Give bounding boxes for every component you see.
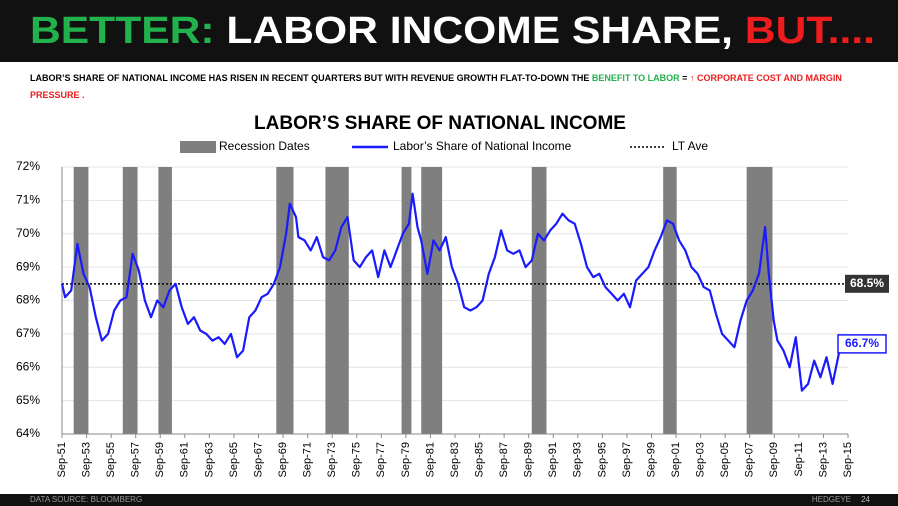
x-tick-label: Sep-85 xyxy=(473,442,485,477)
x-tick-label: Sep-77 xyxy=(375,442,387,477)
x-tick-label: Sep-57 xyxy=(130,442,142,477)
recession-band xyxy=(746,167,773,434)
x-tick-label: Sep-91 xyxy=(547,442,559,477)
x-tick-label: Sep-63 xyxy=(203,442,215,477)
x-tick-label: Sep-69 xyxy=(277,442,289,477)
x-tick-label: Sep-09 xyxy=(768,442,780,477)
x-tick-label: Sep-01 xyxy=(670,442,682,477)
y-tick-label: 67% xyxy=(16,326,40,340)
x-tick-label: Sep-67 xyxy=(252,442,264,477)
end-label-box xyxy=(837,334,887,354)
recession-band xyxy=(325,167,349,434)
x-tick-label: Sep-53 xyxy=(80,442,92,477)
title-part: BETTER: xyxy=(30,10,215,52)
footer-source: DATA SOURCE: BLOOMBERG xyxy=(30,495,142,504)
footer-brand: HEDGEYE xyxy=(812,495,851,504)
x-tick-label: Sep-95 xyxy=(596,442,608,477)
y-tick-label: 70% xyxy=(16,226,40,240)
recession-band xyxy=(276,167,294,434)
x-tick-label: Sep-51 xyxy=(56,442,68,477)
y-tick-label: 68% xyxy=(16,293,40,307)
y-tick-label: 72% xyxy=(16,159,40,173)
recession-band xyxy=(73,167,89,434)
x-tick-label: Sep-83 xyxy=(449,442,461,477)
x-tick-label: Sep-97 xyxy=(621,442,633,477)
legend-label: LT Ave xyxy=(672,139,708,153)
x-tick-label: Sep-79 xyxy=(400,442,412,477)
x-tick-label: Sep-81 xyxy=(424,442,436,477)
y-tick-label: 64% xyxy=(16,426,40,440)
subtitle-part: BENEFIT TO LABOR xyxy=(591,73,680,83)
x-tick-label: Sep-75 xyxy=(351,442,363,477)
footer-bar xyxy=(0,494,898,506)
x-tick-label: Sep-65 xyxy=(228,442,240,477)
x-tick-label: Sep-61 xyxy=(179,442,191,477)
x-tick-label: Sep-15 xyxy=(842,442,854,477)
subtitle-part: = xyxy=(679,73,690,83)
x-tick-label: Sep-03 xyxy=(695,442,707,477)
x-tick-label: Sep-55 xyxy=(105,442,117,477)
legend-label: Recession Dates xyxy=(219,139,310,153)
recession-band xyxy=(663,167,677,434)
x-tick-label: Sep-93 xyxy=(572,442,584,477)
recession-band xyxy=(531,167,547,434)
footer-page: 24 xyxy=(861,495,870,504)
subtitle-part: LABOR’S SHARE OF NATIONAL INCOME HAS RIS… xyxy=(30,73,592,83)
slide-title: BETTER: LABOR INCOME SHARE, BUT.... xyxy=(30,10,875,52)
title-banner xyxy=(0,0,898,62)
reference-label: 68.5% xyxy=(850,276,884,290)
recession-band xyxy=(421,167,443,434)
x-tick-label: Sep-89 xyxy=(523,442,535,477)
y-tick-label: 65% xyxy=(16,393,40,407)
series-line xyxy=(60,192,846,392)
y-tick-label: 69% xyxy=(16,259,40,273)
chart-title: LABOR’S SHARE OF NATIONAL INCOME xyxy=(254,113,626,134)
x-tick-label: Sep-07 xyxy=(744,442,756,477)
x-tick-label: Sep-13 xyxy=(817,442,829,477)
x-tick-label: Sep-73 xyxy=(326,442,338,477)
subtitle: LABOR’S SHARE OF NATIONAL INCOME HAS RIS… xyxy=(30,70,892,104)
title-part: BUT.... xyxy=(745,10,875,52)
subtitle-part: ↑ CORPORATE COST AND MARGIN PRESSURE . xyxy=(30,73,845,100)
legend-swatch xyxy=(180,141,216,153)
title-part: LABOR INCOME SHARE, xyxy=(215,10,745,52)
x-tick-label: Sep-11 xyxy=(793,442,805,477)
recession-band xyxy=(401,167,412,434)
x-tick-label: Sep-71 xyxy=(302,442,314,477)
reference-label-box xyxy=(845,274,889,293)
x-tick-label: Sep-59 xyxy=(154,442,166,477)
x-tick-label: Sep-05 xyxy=(719,442,731,477)
x-tick-label: Sep-99 xyxy=(645,442,657,477)
end-label: 66.7% xyxy=(845,336,879,350)
x-tick-label: Sep-87 xyxy=(498,442,510,477)
y-tick-label: 66% xyxy=(16,359,40,373)
recession-band xyxy=(122,167,138,434)
y-tick-label: 71% xyxy=(16,193,40,207)
legend-label: Labor’s Share of National Income xyxy=(393,139,572,153)
